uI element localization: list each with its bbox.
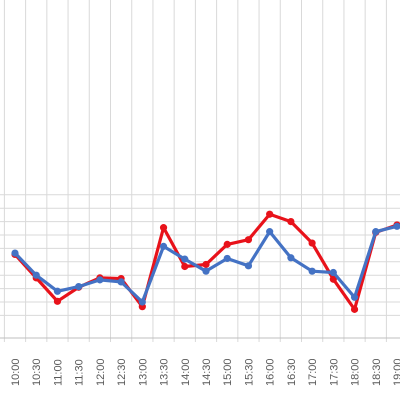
x-tick-label-7: 13:30 <box>159 358 171 386</box>
x-tick-label-18: 19:00 <box>392 358 400 386</box>
x-tick-label-16: 18:00 <box>350 358 362 386</box>
series-0-point-10 <box>223 240 231 248</box>
series-1-point-18 <box>393 222 400 230</box>
series-0-point-7 <box>159 224 168 232</box>
x-tick-label-14: 17:00 <box>307 358 319 386</box>
x-tick-label-1: 10:30 <box>31 358 43 386</box>
series-1-point-8 <box>181 255 189 263</box>
series-1-point-7 <box>159 242 168 250</box>
series-0-point-8 <box>181 262 189 271</box>
x-tick-label-9: 14:30 <box>201 358 213 386</box>
series-1-point-3 <box>75 282 83 291</box>
series-1 <box>11 222 400 306</box>
series-0-point-16 <box>350 305 359 313</box>
series-0-point-2 <box>53 297 62 305</box>
series-1-point-13 <box>287 254 295 262</box>
series-1-point-9 <box>202 267 210 275</box>
series-1-point-4 <box>96 276 104 284</box>
x-tick-label-2: 11:00 <box>52 359 64 386</box>
series-0-point-13 <box>287 218 295 226</box>
x-tick-label-12: 16:00 <box>265 358 277 386</box>
series-1-point-17 <box>372 228 380 236</box>
series-1-point-14 <box>308 267 316 275</box>
x-tick-label-5: 12:30 <box>116 358 128 386</box>
x-tick-label-8: 14:00 <box>180 358 192 386</box>
x-tick-label-0: 10:00 <box>10 358 22 386</box>
vertical-gridlines <box>3 0 387 342</box>
x-tick-label-10: 15:00 <box>222 358 234 386</box>
series-1-point-5 <box>117 278 125 286</box>
x-tick-label-15: 17:30 <box>328 358 340 386</box>
series-1-point-11 <box>244 262 253 270</box>
x-tick-label-13: 16:30 <box>286 358 298 386</box>
series-1-point-1 <box>32 271 40 279</box>
x-tick-label-4: 12:00 <box>95 358 107 386</box>
x-tick-label-6: 13:00 <box>137 358 149 386</box>
series-1-point-10 <box>223 254 231 263</box>
horizontal-gridlines <box>0 194 400 316</box>
series-0-point-11 <box>244 236 253 244</box>
x-tick-label-11: 15:30 <box>243 358 255 386</box>
series-0-point-9 <box>202 260 210 269</box>
series-0-point-14 <box>308 239 316 247</box>
series-0-point-12 <box>266 210 274 218</box>
series-layer <box>11 210 400 313</box>
series-1-point-15 <box>329 268 337 277</box>
series-1-point-12 <box>266 228 274 236</box>
series-1-point-16 <box>350 293 359 301</box>
series-1-point-6 <box>138 298 146 306</box>
series-1-point-2 <box>53 287 62 295</box>
x-tick-labels: 10:00 10:30 11:00 11:30 12:00 12:30 13:00 13:30… <box>10 358 400 386</box>
series-0-point-15 <box>329 275 337 283</box>
x-tick-label-17: 18:30 <box>371 358 383 386</box>
series-1-point-0 <box>11 249 19 257</box>
x-tick-label-3: 11:30 <box>74 359 86 386</box>
